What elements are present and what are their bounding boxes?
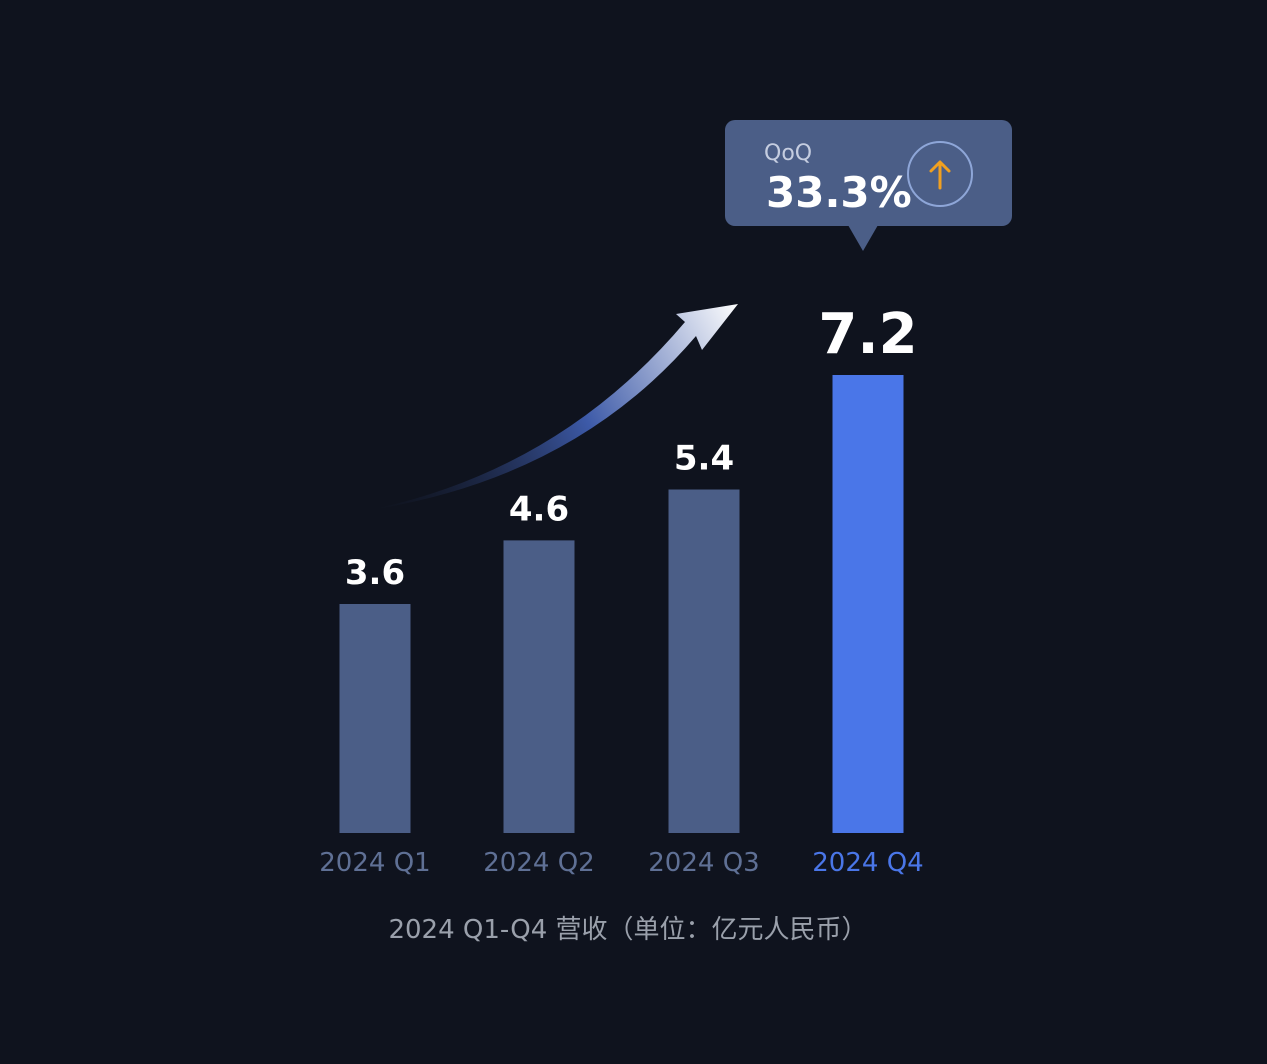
qoq-callout: QoQ 33.3% (725, 120, 1012, 251)
category-label-1: 2024 Q1 (319, 848, 430, 878)
callout-pointer (848, 225, 878, 251)
bar-4 (832, 375, 904, 833)
category-labels: 2024 Q1 2024 Q2 2024 Q3 2024 Q4 (319, 848, 923, 878)
bar-2 (503, 540, 575, 833)
category-label-3: 2024 Q3 (648, 848, 759, 878)
category-label-2: 2024 Q2 (483, 848, 594, 878)
bar-value-label-1: 3.6 (345, 553, 405, 593)
qoq-value: 33.3% (766, 168, 912, 217)
bar-series (339, 375, 904, 833)
callout-box (725, 120, 1012, 226)
chart-caption: 2024 Q1-Q4 营收（单位：亿元人民币） (388, 915, 867, 945)
bar-value-label-4: 7.2 (818, 302, 917, 367)
category-label-4: 2024 Q4 (812, 848, 923, 878)
bar-value-label-2: 4.6 (509, 489, 569, 529)
value-labels: 3.6 4.6 5.4 7.2 (345, 302, 918, 593)
bar-3 (668, 489, 740, 833)
up-arrow-icon (907, 141, 973, 207)
qoq-label: QoQ (764, 141, 812, 166)
bar-value-label-3: 5.4 (674, 439, 734, 479)
bar-1 (339, 604, 411, 833)
trend-arrow-icon (370, 304, 738, 510)
